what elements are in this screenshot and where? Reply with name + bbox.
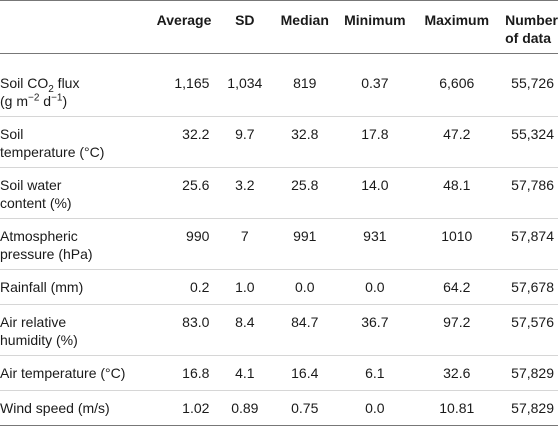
label-text: flux	[53, 75, 80, 91]
label-text: d	[39, 93, 52, 109]
table-row: Soil CO2 flux (g m−2 d−1) 1,165 1,034 81…	[0, 53, 558, 117]
cell-median: 0.0	[272, 269, 338, 305]
header-maximum: Maximum	[412, 0, 502, 54]
cell-maximum: 47.2	[412, 116, 502, 168]
cell-number-of-data: 57,786	[501, 167, 558, 219]
row-label-wind-speed: Wind speed (m/s)	[0, 390, 143, 426]
cell-minimum: 6.1	[337, 355, 413, 391]
label-text: (g m	[0, 93, 28, 109]
table-row: Atmospheric pressure (hPa) 990 7 991 931…	[0, 218, 558, 270]
cell-maximum: 48.1	[412, 167, 502, 219]
cell-number-of-data: 55,726	[501, 53, 558, 117]
label-superscript: −2	[28, 92, 40, 104]
cell-average: 1.02	[142, 390, 218, 426]
cell-number-of-data: 57,829	[501, 390, 558, 426]
cell-minimum: 17.8	[337, 116, 413, 168]
cell-number-of-data: 57,678	[501, 269, 558, 305]
row-label-soil-water-content: Soil water content (%)	[0, 167, 143, 219]
row-label-soil-co2-flux: Soil CO2 flux (g m−2 d−1)	[0, 53, 143, 117]
cell-average: 1,165	[142, 53, 218, 117]
cell-minimum: 931	[337, 218, 413, 270]
cell-maximum: 1010	[412, 218, 502, 270]
cell-minimum: 14.0	[337, 167, 413, 219]
table-row: Rainfall (mm) 0.2 1.0 0.0 0.0 64.2 57,67…	[0, 269, 558, 305]
cell-median: 819	[272, 53, 338, 117]
row-label-line1: Soil CO2 flux	[0, 74, 142, 95]
cell-number-of-data: 55,324	[501, 116, 558, 168]
cell-minimum: 0.0	[337, 390, 413, 426]
label-subscript: 2	[48, 83, 54, 95]
table-row: Wind speed (m/s) 1.02 0.89 0.75 0.0 10.8…	[0, 390, 558, 426]
header-minimum: Minimum	[337, 0, 413, 54]
cell-minimum: 36.7	[337, 304, 413, 356]
cell-median: 32.8	[272, 116, 338, 168]
header-number-of-data-line1: Number	[505, 12, 558, 28]
table-row: Soil temperature (°C) 32.2 9.7 32.8 17.8…	[0, 116, 558, 168]
row-label-atmospheric-pressure: Atmospheric pressure (hPa)	[0, 218, 143, 270]
cell-number-of-data: 57,874	[501, 218, 558, 270]
cell-average: 83.0	[142, 304, 218, 356]
table-header-row: Average SD Median Minimum Maximum Number…	[0, 0, 558, 54]
row-label-line1: Soil water	[0, 177, 62, 193]
table-row: Air temperature (°C) 16.8 4.1 16.4 6.1 3…	[0, 355, 558, 391]
cell-median: 25.8	[272, 167, 338, 219]
row-label-rainfall: Rainfall (mm)	[0, 269, 143, 305]
cell-sd: 0.89	[217, 390, 273, 426]
row-label-air-temperature: Air temperature (°C)	[0, 355, 143, 391]
cell-median: 0.75	[272, 390, 338, 426]
cell-average: 0.2	[142, 269, 218, 305]
header-number-of-data: Number of data	[501, 0, 558, 54]
row-label-air-relative-humidity: Air relative humidity (%)	[0, 304, 143, 356]
row-label-line1: Atmospheric	[0, 228, 78, 244]
cell-sd: 3.2	[217, 167, 273, 219]
cell-average: 25.6	[142, 167, 218, 219]
cell-sd: 1,034	[217, 53, 273, 117]
cell-minimum: 0.37	[337, 53, 413, 117]
header-sd: SD	[217, 0, 273, 54]
cell-sd: 7	[217, 218, 273, 270]
header-average: Average	[142, 0, 218, 54]
table-row: Soil water content (%) 25.6 3.2 25.8 14.…	[0, 167, 558, 219]
row-label-soil-temperature: Soil temperature (°C)	[0, 116, 143, 168]
cell-maximum: 32.6	[412, 355, 502, 391]
label-superscript: −1	[51, 92, 63, 104]
cell-number-of-data: 57,829	[501, 355, 558, 391]
cell-median: 991	[272, 218, 338, 270]
cell-sd: 9.7	[217, 116, 273, 168]
row-label-line2: pressure (hPa)	[0, 246, 93, 262]
cell-maximum: 6,606	[412, 53, 502, 117]
cell-sd: 8.4	[217, 304, 273, 356]
cell-median: 84.7	[272, 304, 338, 356]
header-median: Median	[272, 0, 338, 54]
label-text: Soil CO	[0, 75, 49, 91]
cell-minimum: 0.0	[337, 269, 413, 305]
row-label-line2: content (%)	[0, 195, 72, 211]
cell-maximum: 97.2	[412, 304, 502, 356]
row-label-line2: (g m−2 d−1)	[0, 92, 142, 110]
row-label-line1: Soil	[0, 126, 24, 142]
cell-average: 32.2	[142, 116, 218, 168]
row-label-line2: temperature (°C)	[0, 144, 105, 160]
header-number-of-data-line2: of data	[505, 30, 551, 46]
header-variable	[0, 0, 143, 54]
cell-sd: 1.0	[217, 269, 273, 305]
row-label-line1: Air relative	[0, 314, 67, 330]
cell-median: 16.4	[272, 355, 338, 391]
cell-maximum: 10.81	[412, 390, 502, 426]
cell-average: 990	[142, 218, 218, 270]
cell-number-of-data: 57,576	[501, 304, 558, 356]
row-label-line2: humidity (%)	[0, 332, 78, 348]
cell-sd: 4.1	[217, 355, 273, 391]
cell-average: 16.8	[142, 355, 218, 391]
table-row: Air relative humidity (%) 83.0 8.4 84.7 …	[0, 304, 558, 356]
cell-maximum: 64.2	[412, 269, 502, 305]
label-text: )	[62, 93, 68, 109]
